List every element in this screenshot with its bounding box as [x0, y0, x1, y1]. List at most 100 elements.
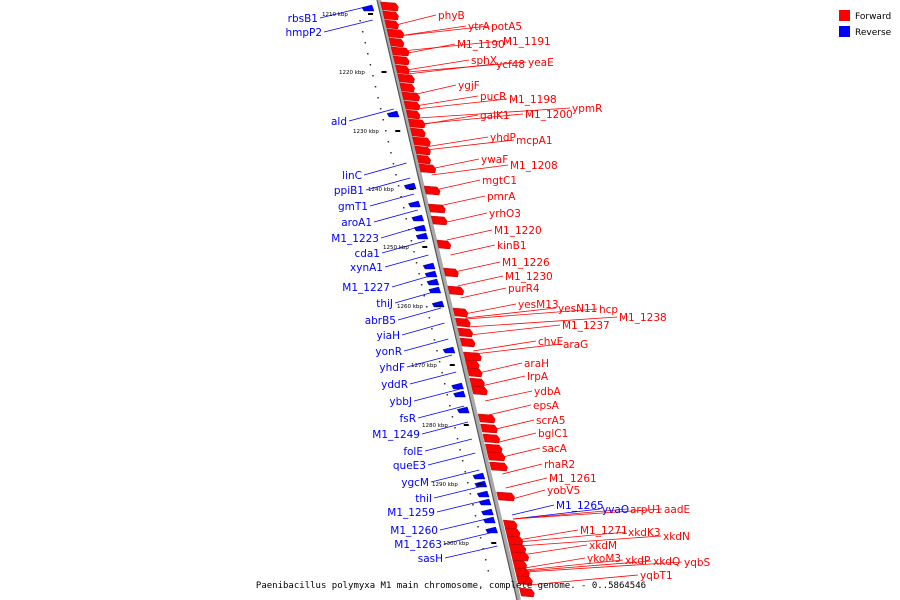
gene-label-forward[interactable]: ycf48	[496, 59, 525, 71]
gene-label-reverse[interactable]: fsR	[400, 413, 416, 425]
gene-label-reverse[interactable]: ald	[331, 116, 347, 128]
gene-label-reverse[interactable]: M1_1260	[390, 525, 438, 537]
gene-label-forward[interactable]: ygjF	[458, 80, 480, 92]
gene-label-forward[interactable]: bglC1	[538, 428, 568, 440]
gene-label-forward[interactable]: phyB	[438, 10, 465, 22]
gene-label-forward[interactable]: lrpA	[527, 371, 549, 383]
gene-label-forward[interactable]: yesM13	[518, 299, 559, 311]
gene-label-forward[interactable]: yrhO3	[489, 208, 521, 220]
gene-label-forward[interactable]: pucR	[480, 91, 506, 103]
gene-label-reverse[interactable]: M1_1227	[342, 282, 390, 294]
minor-tick	[408, 229, 410, 231]
gene-label-forward[interactable]: rhaR2	[544, 459, 575, 471]
gene-label-reverse[interactable]: abrB5	[365, 315, 396, 327]
gene-label-forward[interactable]: epsA	[533, 400, 560, 412]
gene-label-reverse[interactable]: sasH	[418, 553, 443, 565]
reverse-gene-arrow	[428, 286, 442, 294]
gene-label-forward[interactable]: M1_1230	[505, 271, 553, 283]
gene-leader-line	[446, 229, 493, 241]
forward-gene-arrow	[486, 451, 506, 462]
gene-label-reverse[interactable]: M1_1223	[331, 233, 379, 245]
gene-label-reverse[interactable]: M1_1249	[372, 429, 420, 441]
minor-tick	[382, 119, 384, 121]
gene-label-forward[interactable]: pmrA	[487, 191, 516, 203]
gene-label-forward[interactable]: potA5	[491, 21, 522, 33]
gene-leader-line	[402, 40, 502, 52]
gene-label-forward[interactable]: M1_1190	[457, 39, 505, 51]
gene-label-forward[interactable]: xkdM	[589, 540, 617, 552]
forward-gene-arrow	[504, 527, 521, 538]
gene-label-forward[interactable]: arpU1	[630, 504, 662, 516]
gene-label-forward[interactable]: M1_1191	[503, 36, 551, 48]
gene-label-forward[interactable]: M1_1220	[494, 225, 542, 237]
gene-label-forward[interactable]: M1_1226	[502, 257, 550, 269]
gene-leader-line	[484, 390, 533, 402]
gene-label-reverse[interactable]: ybbJ	[389, 396, 412, 408]
gene-label-forward[interactable]: M1_1198	[509, 94, 557, 106]
gene-label-forward[interactable]: M1_1208	[510, 160, 558, 172]
gene-label-reverse[interactable]: yiaH	[377, 330, 400, 342]
gene-label-reverse[interactable]: yddR	[381, 379, 408, 391]
gene-label-forward[interactable]: M1_1200	[525, 109, 573, 121]
minor-tick	[461, 460, 464, 462]
gene-label-forward[interactable]: hcp	[599, 304, 618, 316]
gene-label-reverse[interactable]: M1_1265	[556, 500, 604, 512]
gene-label-forward[interactable]: ydbA	[534, 386, 562, 398]
gene-label-forward[interactable]: ypmR	[572, 103, 602, 115]
gene-label-forward[interactable]: mgtC1	[482, 175, 517, 187]
gene-label-forward[interactable]: ytrA	[468, 21, 491, 33]
gene-label-reverse[interactable]: yhdF	[379, 362, 405, 374]
gene-label-reverse[interactable]: yvaO	[602, 504, 629, 516]
gene-label-reverse[interactable]: thiJ	[376, 298, 393, 310]
gene-label-reverse[interactable]: folE	[403, 446, 423, 458]
gene-label-forward[interactable]: chvE	[538, 336, 563, 348]
gene-label-reverse[interactable]: ygcM	[401, 477, 429, 489]
gene-label-forward[interactable]: ykoM3	[587, 553, 621, 565]
gene-label-reverse[interactable]: M1_1259	[387, 507, 435, 519]
minor-tick	[385, 130, 387, 132]
gene-label-forward[interactable]: aadE	[664, 504, 690, 516]
gene-leader-line	[473, 343, 562, 355]
gene-label-forward[interactable]: purR4	[508, 283, 540, 295]
gene-label-reverse[interactable]: rbsB1	[288, 13, 318, 25]
gene-label-reverse[interactable]: hmpP2	[285, 27, 322, 39]
gene-label-reverse[interactable]: queE3	[393, 460, 426, 472]
gene-label-reverse[interactable]: yonR	[375, 346, 402, 358]
gene-leader-line	[394, 290, 438, 304]
gene-label-forward[interactable]: yeaE	[528, 57, 554, 69]
gene-label-forward[interactable]: ywaF	[481, 154, 508, 166]
gene-label-forward[interactable]: M1_1237	[562, 320, 610, 332]
gene-label-forward[interactable]: yhdP	[490, 132, 516, 144]
gene-label-forward[interactable]: mcpA1	[516, 135, 553, 147]
gene-label-forward[interactable]: yobV5	[547, 485, 580, 497]
gene-label-forward[interactable]: xkdQ	[653, 556, 680, 568]
gene-label-reverse[interactable]: xynA1	[350, 262, 383, 274]
gene-label-forward[interactable]: sacA	[542, 443, 568, 455]
gene-label-forward[interactable]: M1_1261	[549, 473, 597, 485]
gene-label-reverse[interactable]: M1_1263	[394, 539, 442, 551]
gene-label-forward[interactable]: xkdP	[625, 555, 650, 567]
gene-label-forward[interactable]: araG	[563, 339, 588, 351]
gene-label-forward[interactable]: xkdK3	[628, 527, 661, 539]
gene-label-reverse[interactable]: gmT1	[338, 201, 368, 213]
gene-label-forward[interactable]: sphX	[471, 55, 497, 67]
gene-label-reverse[interactable]: cda1	[354, 248, 380, 260]
gene-leader-line	[505, 477, 548, 489]
gene-label-forward[interactable]: scrA5	[536, 415, 565, 427]
gene-label-reverse[interactable]: linC	[342, 170, 362, 182]
gene-label-forward[interactable]: xkdN	[663, 531, 690, 543]
forward-gene-arrow	[480, 423, 498, 434]
reverse-gene-arrow	[413, 224, 427, 232]
tick-mark	[422, 246, 428, 248]
gene-label-forward[interactable]: M1_1271	[580, 525, 628, 537]
gene-label-forward[interactable]: M1_1238	[619, 312, 667, 324]
gene-label-reverse[interactable]: thiI	[415, 493, 432, 505]
gene-label-forward[interactable]: yesN11	[558, 303, 597, 315]
gene-label-forward[interactable]: yqbT1	[640, 570, 673, 582]
gene-label-forward[interactable]: yqbS	[684, 557, 711, 569]
gene-label-forward[interactable]: araH	[524, 358, 549, 370]
gene-label-reverse[interactable]: aroA1	[341, 217, 372, 229]
gene-label-forward[interactable]: kinB1	[497, 240, 527, 252]
gene-label-reverse[interactable]: ppiB1	[334, 185, 364, 197]
gene-label-forward[interactable]: galK1	[480, 110, 510, 122]
